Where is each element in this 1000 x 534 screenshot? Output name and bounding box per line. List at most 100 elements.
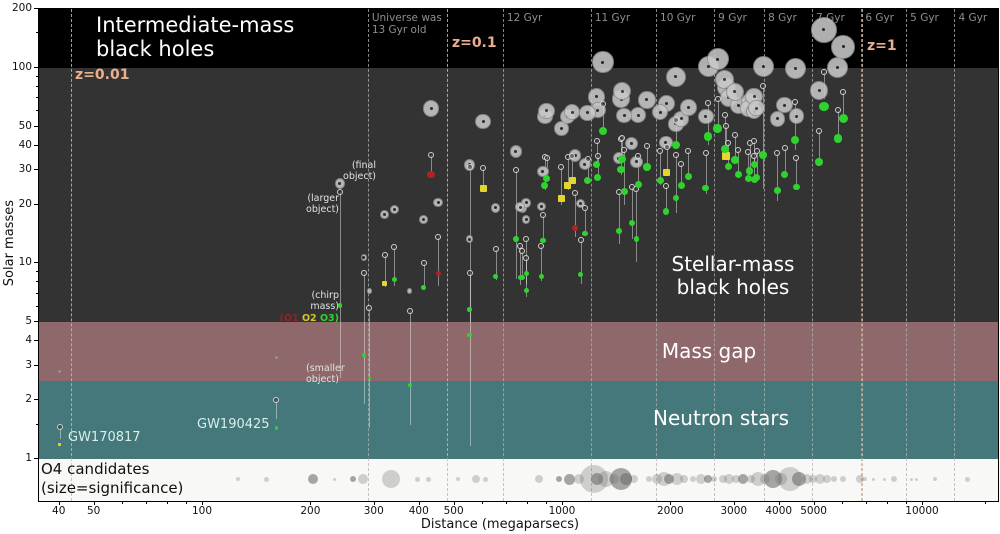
o4-candidate: [333, 477, 337, 481]
y-tick: [34, 66, 38, 68]
y-tick: [34, 262, 38, 264]
o4-candidate: [774, 473, 787, 485]
larger-object-marker: [663, 143, 670, 150]
o4-candidate: [840, 476, 847, 482]
x-tick: [310, 501, 312, 505]
final-object-marker: [465, 235, 474, 243]
age-line-4-Gyr: [954, 9, 956, 501]
larger-object-marker: [381, 252, 388, 259]
event-error-line: [596, 141, 598, 163]
larger-object-marker: [466, 164, 473, 171]
event-error-line: [515, 169, 517, 280]
final-object-marker: [515, 202, 525, 212]
age-label: 9 Gyr: [718, 12, 747, 24]
stellar-title-line1: Stellar-mass: [671, 252, 795, 276]
o4-candidate: [263, 476, 269, 482]
larger-object-marker: [466, 270, 473, 277]
final-object-marker: [725, 82, 744, 101]
annotation-larger-object: (larger object): [306, 193, 339, 216]
event-error-line: [705, 153, 707, 195]
chirp-mass-marker-O3: [407, 382, 412, 387]
event-error-line: [666, 146, 668, 173]
y-tick-label: 4: [25, 334, 32, 347]
larger-object-marker: [672, 117, 679, 124]
event-error-line: [363, 273, 365, 405]
redshift-label: z=0.01: [75, 67, 130, 83]
event-error-line: [561, 167, 563, 205]
final-object-marker: [575, 198, 586, 209]
chirp-mass-marker-O3: [759, 151, 768, 159]
final-object-marker: [475, 113, 491, 130]
x-minor-tick: [167, 501, 169, 504]
x-minor-tick: [185, 501, 187, 504]
final-object-marker: [651, 104, 669, 121]
chirp-mass-marker-O3: [684, 173, 692, 181]
event-error-line: [665, 185, 667, 213]
chirp-mass-marker-O3: [781, 170, 789, 179]
chirp-mass-marker-O1: [435, 270, 441, 276]
o4-candidate: [890, 476, 897, 482]
larger-object-marker: [366, 305, 373, 312]
larger-object-marker: [735, 146, 742, 153]
y-tick-label: 10: [18, 256, 32, 269]
annotation-observing-runs: (O1 O2 O3): [280, 313, 339, 324]
y-tick-label: 30: [18, 163, 32, 176]
o4-candidate: [704, 475, 713, 483]
chirp-mass-marker-O3: [616, 228, 622, 235]
final-object-marker: [827, 57, 849, 79]
larger-object-marker: [792, 98, 799, 105]
chirp-mass-marker-O2: [662, 168, 671, 176]
event-error-line: [567, 156, 569, 190]
x-tick-label: 500: [443, 505, 464, 517]
x-tick: [93, 501, 95, 505]
larger-object-marker: [480, 165, 487, 172]
chirp-mass-marker-O3: [581, 230, 588, 237]
runs-open-paren: (: [279, 313, 284, 324]
o4-candidate: [630, 475, 639, 483]
event-error-line: [580, 240, 582, 285]
age-label: 4 Gyr: [958, 12, 988, 24]
age-line-11-Gyr: [590, 9, 592, 501]
o4-candidate: [598, 471, 615, 487]
chirp-mass-marker-O3: [523, 270, 529, 276]
o4-candidate: [591, 473, 603, 485]
x-tick: [813, 501, 815, 505]
final-object-marker: [433, 197, 443, 208]
annotation-final-object: (final object): [343, 160, 376, 183]
chirp-mass-marker-O2: [558, 195, 565, 202]
event-error-line: [520, 245, 522, 285]
age-label: 10 Gyr: [660, 12, 696, 24]
larger-object-marker: [657, 148, 664, 155]
o4-candidate: [862, 477, 867, 481]
chirp-mass-marker-O3: [734, 170, 742, 178]
larger-object-marker: [435, 233, 442, 240]
final-object-marker: [666, 66, 686, 87]
chirp-mass-marker-O3: [730, 156, 739, 164]
event-error-line: [675, 155, 677, 214]
o4-candidate: [620, 473, 633, 485]
final-object-marker: [788, 108, 805, 125]
x-tick-label: 40: [52, 505, 66, 517]
chirp-mass-marker-O3: [744, 174, 752, 182]
y-tick: [34, 364, 38, 366]
x-minor-tick: [146, 501, 148, 504]
region-band-neutron-stars: [39, 381, 998, 459]
event-error-line: [777, 153, 779, 202]
larger-object-marker: [523, 235, 530, 242]
event-error-line: [339, 191, 341, 379]
event-error-line: [384, 255, 386, 287]
age-line-8-Gyr: [764, 9, 766, 501]
larger-object-marker: [572, 189, 579, 196]
y-tick-label: 50: [18, 119, 32, 132]
o4-candidate: [910, 477, 914, 481]
larger-object-marker: [56, 423, 63, 430]
x-tick: [562, 501, 563, 505]
chirp-mass-marker-O3: [656, 176, 664, 184]
x-tick: [418, 501, 420, 505]
x-tick-label: 400: [408, 505, 429, 517]
final-object-marker: [587, 88, 606, 106]
final-object-marker: [564, 103, 581, 121]
x-minor-tick: [842, 501, 844, 504]
age-label: 11 Gyr: [594, 12, 631, 24]
final-object-marker: [536, 201, 546, 211]
